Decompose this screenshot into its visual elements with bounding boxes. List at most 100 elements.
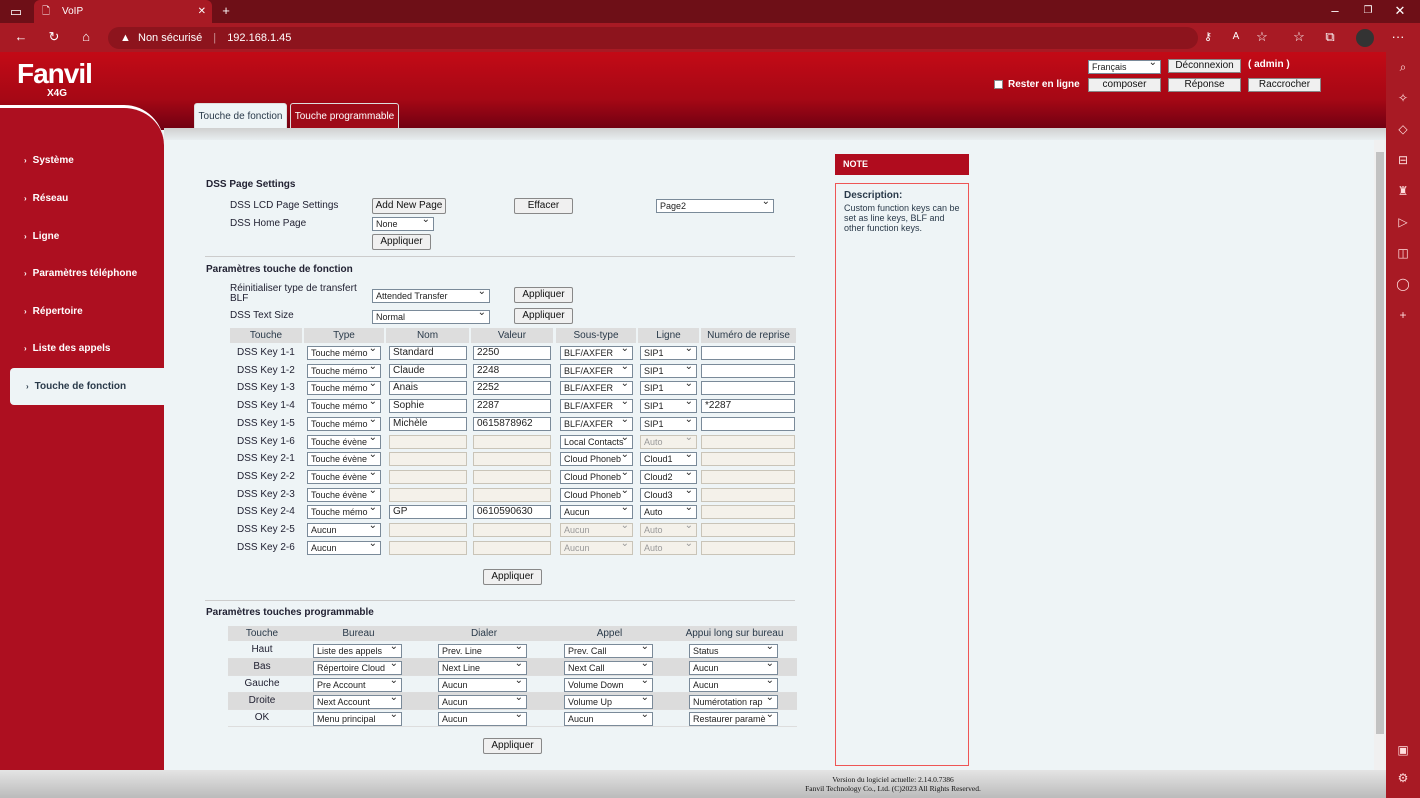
line-select[interactable]: Auto (640, 434, 697, 449)
desktop-select[interactable]: Répertoire Cloud (313, 661, 402, 675)
dial-button[interactable]: composer (1088, 78, 1161, 92)
subtype-select[interactable]: BLF/AXFER (560, 416, 633, 431)
value-input[interactable]: 0615878962 (473, 416, 551, 431)
tag-icon[interactable]: ◇ (1398, 122, 1408, 136)
line-select[interactable]: SIP1 (640, 346, 697, 360)
value-input[interactable] (473, 434, 551, 449)
value-input[interactable]: 2248 (473, 363, 551, 378)
tab-actions-icon[interactable]: ▭ (9, 4, 23, 19)
line-select[interactable]: Auto (640, 505, 697, 520)
subtype-select[interactable]: Aucun (560, 523, 633, 537)
subtype-select[interactable]: BLF/AXFER (560, 346, 633, 360)
add-new-page-button[interactable]: Add New Page (372, 198, 446, 214)
subtype-select[interactable]: BLF/AXFER (560, 381, 633, 396)
name-input[interactable] (389, 434, 467, 449)
pickup-input[interactable] (701, 540, 795, 555)
dialer-select[interactable]: Prev. Line (438, 644, 527, 658)
name-input[interactable] (389, 469, 467, 484)
stay-online-checkbox[interactable] (994, 80, 1003, 89)
name-input[interactable]: Claude (389, 363, 467, 378)
subtype-select[interactable]: Local Contacts (560, 434, 633, 449)
hangup-button[interactable]: Raccrocher (1248, 78, 1321, 92)
type-select[interactable]: Touche mémo (307, 505, 381, 520)
pickup-input[interactable] (701, 346, 795, 360)
pickup-input[interactable] (701, 487, 795, 502)
long-select[interactable]: Numérotation rap (689, 695, 778, 709)
type-select[interactable]: Touche évène (307, 487, 381, 502)
browser-tab[interactable]: 🗋 VoIP ✕ (34, 0, 212, 23)
name-input[interactable] (389, 523, 467, 537)
name-input[interactable]: GP (389, 505, 467, 520)
line-select[interactable]: Cloud3 (640, 487, 697, 502)
settings-icon[interactable]: ⚙ (1397, 771, 1409, 785)
pickup-input[interactable]: *2287 (701, 399, 795, 414)
subtype-select[interactable]: Aucun (560, 505, 633, 520)
apply-page-button[interactable]: Appliquer (372, 234, 431, 250)
pickup-input[interactable] (701, 469, 795, 484)
pickup-input[interactable] (701, 523, 795, 537)
desktop-select[interactable]: Next Account (313, 695, 402, 709)
value-input[interactable] (473, 469, 551, 484)
apply-text-size-button[interactable]: Appliquer (514, 308, 573, 324)
language-select[interactable]: Français (1088, 60, 1161, 74)
pickup-input[interactable] (701, 434, 795, 449)
desktop-select[interactable]: Pre Account (313, 678, 402, 692)
line-select[interactable]: Auto (640, 540, 697, 555)
long-select[interactable]: Restaurer paramè (689, 712, 778, 726)
pickup-input[interactable] (701, 505, 795, 520)
call-select[interactable]: Prev. Call (564, 644, 653, 658)
close-tab-icon[interactable]: ✕ (197, 6, 206, 17)
answer-button[interactable]: Réponse (1168, 78, 1241, 92)
name-input[interactable] (389, 540, 467, 555)
line-select[interactable]: SIP1 (640, 416, 697, 431)
drop-icon[interactable]: ◯ (1396, 277, 1410, 291)
pickup-input[interactable] (701, 416, 795, 431)
add-icon[interactable]: + (1399, 308, 1407, 322)
subtype-select[interactable]: Cloud Phoneb (560, 487, 633, 502)
restore-icon[interactable]: ❐ (1363, 5, 1373, 16)
pickup-input[interactable] (701, 381, 795, 396)
key-icon[interactable]: ⚷ (1203, 31, 1213, 43)
call-select[interactable]: Next Call (564, 661, 653, 675)
dialer-select[interactable]: Aucun (438, 712, 527, 726)
sidebar-item-repertoire[interactable]: › Répertoire (0, 293, 164, 330)
value-input[interactable]: 2250 (473, 346, 551, 360)
type-select[interactable]: Touche mémo (307, 363, 381, 378)
profile-avatar[interactable] (1356, 29, 1374, 47)
type-select[interactable]: Touche mémo (307, 399, 381, 414)
type-select[interactable]: Touche évène (307, 469, 381, 484)
line-select[interactable]: SIP1 (640, 381, 697, 396)
value-input[interactable]: 0610590630 (473, 505, 551, 520)
url-field[interactable]: ▲ Non sécurisé | 192.168.1.45 (108, 27, 1198, 49)
copilot-icon[interactable]: ✧ (1397, 91, 1409, 105)
type-select[interactable]: Aucun (307, 523, 381, 537)
long-select[interactable]: Status (689, 644, 778, 658)
toolbox-icon[interactable]: ⊟ (1397, 153, 1409, 167)
favorites-icon[interactable]: ☆ (1293, 29, 1305, 44)
sidebar-item-parametres-telephone[interactable]: › Paramètres téléphone (0, 255, 164, 292)
subtype-select[interactable]: Aucun (560, 540, 633, 555)
subtype-select[interactable]: BLF/AXFER (560, 399, 633, 414)
apply-softkeys-button[interactable]: Appliquer (483, 738, 542, 754)
collections-icon[interactable]: ⧉ (1325, 29, 1335, 44)
value-input[interactable]: 2252 (473, 381, 551, 396)
minimize-icon[interactable]: – (1331, 3, 1339, 18)
subtype-select[interactable]: Cloud Phoneb (560, 469, 633, 484)
call-select[interactable]: Volume Down (564, 678, 653, 692)
sidebar-item-systeme[interactable]: › Système (0, 142, 164, 179)
value-input[interactable] (473, 487, 551, 502)
close-window-icon[interactable]: ✕ (1394, 3, 1406, 18)
clear-button[interactable]: Effacer (514, 198, 573, 214)
sidebar-item-ligne[interactable]: › Ligne (0, 218, 164, 255)
back-icon[interactable]: ← (14, 29, 28, 44)
sidebar-item-liste-des-appels[interactable]: › Liste des appels (0, 330, 164, 367)
line-select[interactable]: SIP1 (640, 399, 697, 414)
apply-blf-button[interactable]: Appliquer (514, 287, 573, 303)
long-select[interactable]: Aucun (689, 678, 778, 692)
call-select[interactable]: Aucun (564, 712, 653, 726)
value-input[interactable]: 2287 (473, 399, 551, 414)
name-input[interactable]: Anais (389, 381, 467, 396)
desktop-select[interactable]: Liste des appels (313, 644, 402, 658)
value-input[interactable] (473, 452, 551, 467)
line-select[interactable]: Cloud2 (640, 469, 697, 484)
